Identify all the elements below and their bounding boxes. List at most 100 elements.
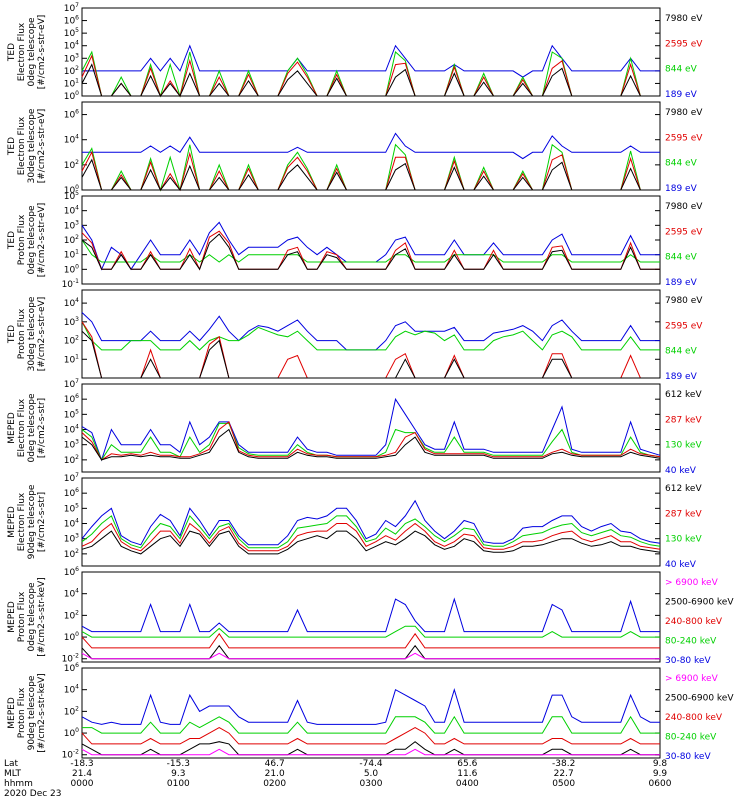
series-line <box>81 625 660 638</box>
legend-entry: 240-800 keV <box>665 713 723 723</box>
series-line <box>81 421 661 461</box>
footer-value: 0100 <box>167 779 190 789</box>
series-line <box>81 63 660 97</box>
ytick-label: 101 <box>64 249 79 261</box>
footer-value: 21.4 <box>72 769 92 779</box>
ytick-label: 105 <box>64 27 79 39</box>
ytick-label: 102 <box>64 454 79 466</box>
legend-entry: 844 eV <box>665 253 698 263</box>
legend-entry: 612 keV <box>665 390 702 400</box>
legend-entry: 7980 eV <box>665 14 703 24</box>
series-line <box>81 233 660 271</box>
ytick-label: 100 <box>64 631 79 643</box>
legend-entry: 130 keV <box>665 535 702 545</box>
series-line <box>82 44 660 78</box>
ytick-label: 10-2 <box>62 749 80 761</box>
series-line <box>81 514 661 549</box>
footer-value: 65.6 <box>457 759 477 769</box>
footer-value: 21.0 <box>265 769 285 779</box>
series-line <box>81 321 660 351</box>
legend-entry: 240-800 keV <box>665 617 723 627</box>
series-line <box>81 230 660 271</box>
series-line <box>81 522 661 552</box>
ytick-label: 103 <box>64 316 79 328</box>
y-axis-label: TEDElectron Flux0deg telescope[#/cm2-s-s… <box>7 15 47 90</box>
ytick-label: 102 <box>64 335 79 347</box>
ytick-label: 107 <box>64 472 79 484</box>
ytick-label: 107 <box>64 378 79 390</box>
footer-value: 0000 <box>71 779 94 789</box>
series-line <box>81 397 661 462</box>
y-axis-label: MEPEDElectron Flux0deg telescope[#/cm2-s… <box>7 393 47 463</box>
panel-4: 101 102 103 104 TEDProton Flux30deg telescop… <box>7 289 703 382</box>
legend-entry: 2595 eV <box>665 133 703 143</box>
ytick-label: 102 <box>64 548 79 560</box>
series-line <box>81 499 661 546</box>
footer-value: 9.8 <box>653 759 668 769</box>
footer-value: 9.9 <box>653 769 668 779</box>
footer-value: 0500 <box>552 779 575 789</box>
footer-value: 11.6 <box>457 769 477 779</box>
y-axis-label: TEDProton Flux0deg telescope[#/cm2-s-str… <box>7 203 47 278</box>
footer-value: -18.3 <box>70 759 93 769</box>
legend-entry: 40 keV <box>665 466 697 476</box>
ytick-label: 10-1 <box>62 278 80 290</box>
panel-6: 102 103 104 105 106 107 MEPEDElectron Flux90de… <box>7 472 702 570</box>
ytick-label: 104 <box>64 40 79 52</box>
panel-8: 10-2 100 102 104 106 MEPEDProton Flux90deg te… <box>7 662 734 762</box>
ytick-label: 104 <box>64 518 79 530</box>
legend-entry: 612 keV <box>665 484 702 494</box>
ytick-label: 103 <box>64 52 79 64</box>
ytick-label: 106 <box>64 662 79 674</box>
legend-entry: 287 keV <box>665 415 702 425</box>
ytick-label: 106 <box>64 15 79 27</box>
panel-7: 10-2 100 102 104 106 MEPEDProton Flux0deg tel… <box>7 566 734 666</box>
legend-entry: 844 eV <box>665 65 698 75</box>
series-line <box>81 54 660 98</box>
legend-entry: 2500-6900 keV <box>665 694 734 704</box>
footer-value: -74.4 <box>359 759 383 769</box>
ytick-label: 106 <box>64 109 79 121</box>
legend-entry: 189 eV <box>665 278 698 288</box>
legend-entry: 40 keV <box>665 560 697 570</box>
legend-entry: 189 eV <box>665 372 698 382</box>
footer-row-label: hhmm <box>4 779 33 789</box>
footer-value: -38.2 <box>552 759 575 769</box>
ytick-label: 103 <box>64 533 79 545</box>
series-line <box>81 652 660 660</box>
ytick-label: 105 <box>64 502 79 514</box>
series-line <box>81 312 660 351</box>
footer-row-label: Lat <box>4 759 19 769</box>
ytick-label: 101 <box>64 353 79 365</box>
ytick-label: 100 <box>64 184 79 196</box>
legend-entry: 189 eV <box>665 184 698 194</box>
legend-entry: 30-80 keV <box>665 752 711 762</box>
series-line <box>81 330 660 379</box>
panel-2: 100 102 104 106 TEDElectron Flux30deg telesc… <box>7 101 703 196</box>
series-line <box>81 597 660 633</box>
ytick-label: 105 <box>64 408 79 420</box>
legend-entry: 2595 eV <box>665 321 703 331</box>
series-line <box>81 239 660 263</box>
legend-entry: 130 keV <box>665 441 702 451</box>
y-axis-label: TEDProton Flux30deg telescope[#/cm2-s-st… <box>7 296 47 371</box>
plot-frame <box>81 477 661 567</box>
y-axis-label: MEPEDElectron Flux90deg telescope[#/cm2-… <box>7 484 47 559</box>
series-line <box>81 687 660 725</box>
series-line <box>82 715 660 734</box>
ytick-label: 105 <box>64 190 79 202</box>
legend-entry: 7980 eV <box>665 108 703 118</box>
ytick-label: 104 <box>64 588 79 600</box>
ytick-label: 102 <box>64 159 79 171</box>
series-line <box>81 428 661 461</box>
footer-value: 0400 <box>456 779 479 789</box>
series-line <box>81 748 660 756</box>
legend-entry: 30-80 keV <box>665 656 711 666</box>
plot-frame <box>81 571 661 663</box>
legend-entry: > 6900 keV <box>665 578 719 588</box>
legend-entry: 2500-6900 keV <box>665 598 734 608</box>
ytick-label: 102 <box>64 609 79 621</box>
y-axis-label: TEDElectron Flux30deg telescope[#/cm2-s-… <box>7 108 47 183</box>
